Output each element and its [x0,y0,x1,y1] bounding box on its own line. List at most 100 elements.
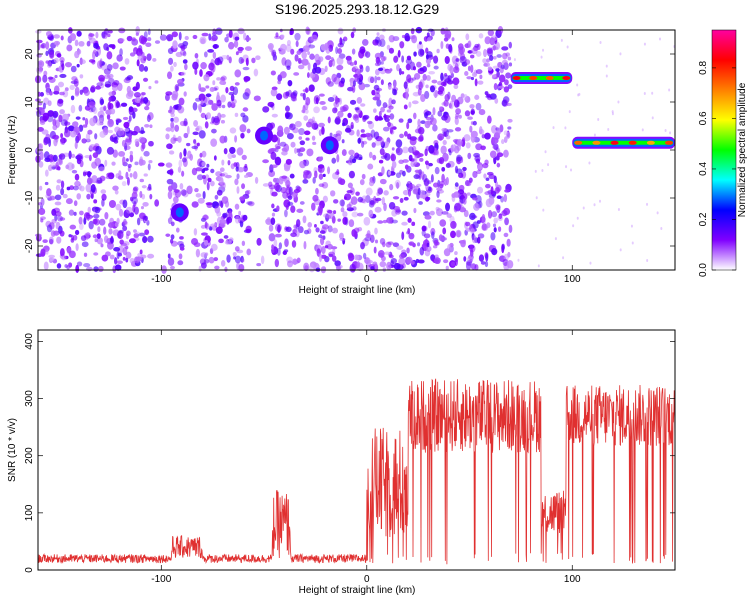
heatmap-cell [100,189,107,194]
heatmap-cell [342,216,348,225]
heatmap-cell [334,117,341,125]
heatmap-cell [191,145,199,150]
heatmap-cell [540,55,543,59]
heatmap-cell [371,142,376,148]
heatmap-cell [383,190,389,196]
heatmap-cell [368,151,373,159]
heatmap-cell [315,227,320,233]
heatmap-cell [440,145,447,155]
heatmap-cell [220,113,226,118]
heatmap-cell [182,59,188,64]
heatmap-cell [331,73,337,83]
heatmap-cell [58,66,62,71]
heatmap-cell [76,63,80,68]
heatmap-cell [77,133,81,141]
heatmap-cell [76,193,82,200]
heatmap-cell [507,84,513,90]
heatmap-cell [391,160,397,169]
heatmap-cell [388,34,395,43]
heatmap-cell [47,76,54,80]
heatmap-cell [419,246,425,256]
heatmap-cell [56,236,62,244]
heatmap-cell [380,79,384,86]
heatmap-cell [122,116,129,121]
heatmap-cell [312,194,319,202]
heatmap-cell [74,180,81,187]
heatmap-cell [45,249,49,255]
heatmap-cell [324,65,328,72]
heatmap-peak [646,140,655,145]
heatmap-cell [208,256,215,264]
heatmap-cell [375,56,381,64]
heatmap-cell [440,40,444,50]
heatmap-cell [401,221,408,226]
heatmap-cell [233,256,236,260]
heatmap-cell [118,38,125,43]
heatmap-cell [318,129,322,137]
heatmap-cell [588,161,591,165]
heatmap-cell [79,222,84,231]
heatmap-cell [116,54,123,62]
heatmap-cell [112,62,119,70]
heatmap-cell [271,191,278,197]
heatmap-cell [351,84,356,93]
heatmap-cell [45,30,53,37]
heatmap-cell [268,169,276,178]
heatmap-cell [234,178,239,186]
heatmap-cell [324,42,329,51]
heatmap-cell [396,64,401,72]
heatmap-cell [335,46,339,54]
heatmap-cell [440,27,446,35]
heatmap-cell [476,236,481,244]
heatmap-cell [374,62,380,67]
heatmap-cell [295,40,299,48]
heatmap-cell [296,50,302,55]
heatmap-cell [487,209,493,219]
heatmap-cell [274,182,280,192]
heatmap-cell [331,58,336,67]
heatmap-cell [271,113,278,118]
heatmap-cell [474,94,480,100]
heatmap-cell [304,102,309,111]
heatmap-cell [131,196,138,205]
heatmap-cell [399,133,404,139]
heatmap-cell [256,237,262,246]
heatmap-cell [93,266,99,272]
heatmap-cell [438,157,445,165]
heatmap-cell [458,114,462,119]
heatmap-cell [107,101,112,111]
heatmap-cell [508,224,513,233]
heatmap-cell [273,239,278,248]
heatmap-cell [215,226,223,235]
heatmap-cell [456,203,460,212]
heatmap-cell [369,234,375,243]
heatmap-cell [68,150,72,160]
heatmap-cell [451,55,459,65]
heatmap-cell [262,183,270,187]
heatmap-cell [194,188,199,193]
heatmap-cell [348,170,355,179]
heatmap-cell [401,249,407,254]
heatmap-cell [503,194,508,203]
heatmap-cell [387,122,394,129]
heatmap-cell [456,154,463,162]
heatmap-cell [43,70,48,77]
heatmap-cell [285,226,292,233]
heatmap-cell [194,52,199,59]
heatmap-cell [39,151,44,161]
heatmap-cell [444,78,452,83]
heatmap-cell [424,120,431,129]
snr-x-tick-label: 0 [364,574,370,585]
heatmap-cell [100,98,105,105]
heatmap-cell [122,225,128,232]
heatmap-cell [436,48,440,54]
heatmap-cell [312,141,317,145]
heatmap-cell [178,31,182,41]
heatmap-cell [438,85,445,93]
heatmap-cell [240,132,245,139]
heatmap-cell [179,246,185,251]
heatmap-cell [56,179,62,184]
heatmap-cell [354,117,360,123]
heatmap-cell [384,251,391,255]
heatmap-cell [131,191,138,199]
